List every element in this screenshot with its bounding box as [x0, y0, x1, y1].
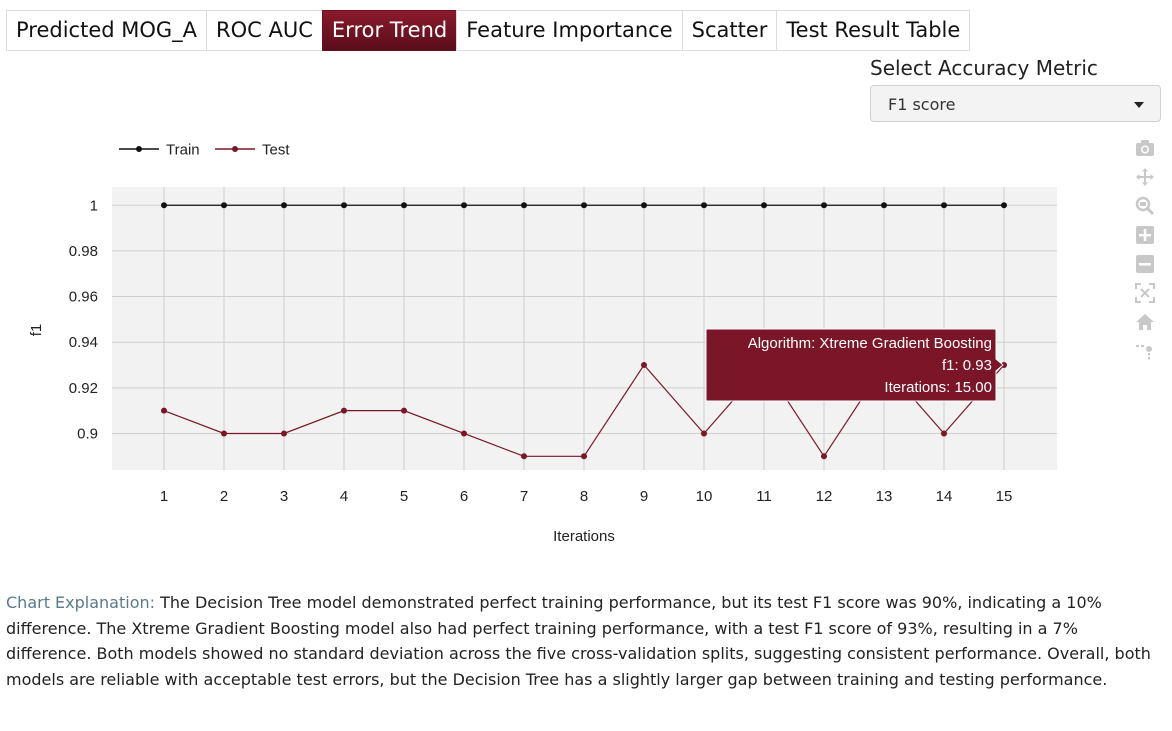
data-point-test [581, 453, 587, 460]
data-point-train [941, 202, 947, 209]
data-point-test [461, 430, 467, 437]
data-point-test [641, 362, 647, 369]
data-point-train [461, 202, 467, 209]
x-tick-label: 8 [580, 488, 588, 505]
legend-test-label: Test [262, 142, 290, 159]
data-point-train [401, 202, 407, 209]
x-tick-label: 11 [756, 488, 772, 505]
data-point-train [161, 202, 167, 209]
chart-modebar [1133, 136, 1157, 368]
data-point-test [401, 407, 407, 414]
data-point-train [821, 202, 827, 209]
tab-bar: Predicted MOG_A ROC AUC Error Trend Feat… [6, 10, 971, 51]
y-tick-label: 0.9 [77, 425, 98, 442]
error-trend-chart: 0.90.920.940.960.981 1 2 3 4 5 6 7 8 9 10 11 12 13 14… [28, 142, 1057, 545]
tooltip-box [705, 328, 1004, 402]
autoscale-icon[interactable] [1133, 281, 1157, 305]
zoom-in-icon[interactable] [1133, 223, 1157, 247]
data-point-train [1001, 202, 1007, 209]
y-tick-label: 0.94 [69, 334, 98, 351]
tab-roc-auc[interactable]: ROC AUC [206, 10, 322, 51]
data-point-train [581, 202, 587, 209]
x-tick-label: 3 [280, 488, 288, 505]
spike-lines-icon[interactable] [1133, 339, 1157, 363]
x-tick-label: 1 [160, 488, 168, 505]
tab-error-trend[interactable]: Error Trend [321, 10, 457, 51]
tooltip-iteration: Iterations: 15.00 [884, 379, 992, 396]
zoom-out-icon[interactable] [1133, 252, 1157, 276]
x-tick-label: 9 [640, 488, 648, 505]
data-point-train [521, 202, 527, 209]
zoom-icon[interactable] [1133, 194, 1157, 218]
data-point-test [161, 407, 167, 414]
data-point-train [761, 202, 767, 209]
camera-icon[interactable] [1133, 136, 1157, 160]
data-point-train [341, 202, 347, 209]
metric-select-label: Select Accuracy Metric [870, 56, 1098, 80]
data-point-test [1001, 362, 1007, 369]
x-tick-label: 6 [460, 488, 468, 505]
data-point-test [281, 430, 287, 437]
legend: Train Test [119, 142, 290, 159]
data-point-test [221, 430, 227, 437]
y-tick-label: 0.98 [69, 243, 98, 260]
data-point-train [701, 202, 707, 209]
y-tick-label: 0.96 [69, 289, 98, 306]
chevron-down-icon [1134, 102, 1144, 108]
hover-tooltip: Algorithm: Xtreme Gradient Boosting f1: … [705, 328, 1004, 402]
tab-test-result-table[interactable]: Test Result Table [776, 10, 971, 51]
x-tick-label: 12 [816, 488, 833, 505]
accuracy-metric-dropdown[interactable]: F1 score [870, 85, 1161, 122]
pan-icon[interactable] [1133, 165, 1157, 189]
legend-train-label: Train [166, 142, 200, 159]
y-tick-label: 0.92 [69, 380, 98, 397]
data-point-test [341, 407, 347, 414]
data-point-train [881, 202, 887, 209]
tooltip-algorithm: Algorithm: Xtreme Gradient Boosting [748, 335, 992, 352]
legend-test-marker [232, 146, 238, 152]
data-point-test [821, 453, 827, 460]
x-tick-label: 7 [520, 488, 528, 505]
legend-train-marker [136, 146, 142, 152]
tab-predicted-mog-a[interactable]: Predicted MOG_A [6, 10, 207, 51]
x-tick-label: 15 [996, 488, 1013, 505]
x-axis-title: Iterations [553, 528, 615, 545]
data-point-train [641, 202, 647, 209]
data-point-test [521, 453, 527, 460]
metric-selected-value: F1 score [888, 95, 956, 114]
chart-explanation-text: The Decision Tree model demonstrated per… [6, 593, 1151, 689]
data-point-train [221, 202, 227, 209]
y-tick-labels: 0.9 0.92 0.94 0.96 0.98 1 [69, 197, 98, 442]
x-tick-label: 14 [936, 488, 953, 505]
x-tick-label: 2 [220, 488, 228, 505]
x-tick-label: 5 [400, 488, 408, 505]
reset-axes-icon[interactable] [1133, 310, 1157, 334]
tab-scatter[interactable]: Scatter [681, 10, 777, 51]
y-tick-label: 1 [90, 197, 98, 214]
chart-explanation-label: Chart Explanation: [6, 593, 156, 612]
x-tick-labels: 1 2 3 4 5 6 7 8 9 10 11 12 13 14 15 [160, 488, 1013, 505]
data-point-test [701, 430, 707, 437]
x-tick-label: 4 [340, 488, 348, 505]
x-tick-label: 13 [876, 488, 893, 505]
data-point-test [941, 430, 947, 437]
data-point-train [281, 202, 287, 209]
x-tick-label: 10 [696, 488, 713, 505]
tab-feature-importance[interactable]: Feature Importance [456, 10, 682, 51]
y-axis-title: f1 [28, 324, 45, 337]
chart-explanation: Chart Explanation: The Decision Tree mod… [6, 590, 1166, 692]
tooltip-value: f1: 0.93 [942, 357, 992, 374]
